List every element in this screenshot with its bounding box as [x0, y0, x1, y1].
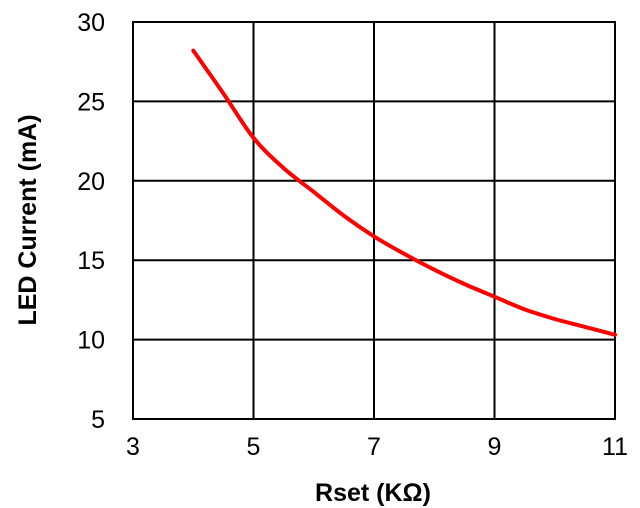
y-tick-label: 5 — [91, 406, 105, 434]
x-tick-label: 11 — [602, 433, 628, 461]
x-tick-labels: 3 5 7 9 11 — [126, 433, 628, 461]
y-tick-label: 25 — [77, 88, 105, 116]
x-tick-label: 5 — [247, 433, 261, 461]
x-tick-label: 3 — [126, 433, 140, 461]
y-tick-label: 30 — [77, 9, 105, 37]
y-tick-labels: 5 10 15 20 25 30 — [77, 9, 105, 434]
x-tick-label: 7 — [367, 433, 381, 461]
grid — [132, 21, 616, 420]
y-tick-label: 20 — [77, 168, 105, 196]
x-axis-title: Rset (KΩ) — [315, 479, 431, 507]
y-tick-label: 10 — [77, 327, 105, 355]
plot-frame — [132, 21, 616, 420]
y-tick-label: 15 — [77, 247, 105, 275]
x-tick-label: 9 — [488, 433, 502, 461]
y-axis-title: LED Current (mA) — [14, 114, 42, 325]
series-line-led-current — [191, 48, 617, 337]
